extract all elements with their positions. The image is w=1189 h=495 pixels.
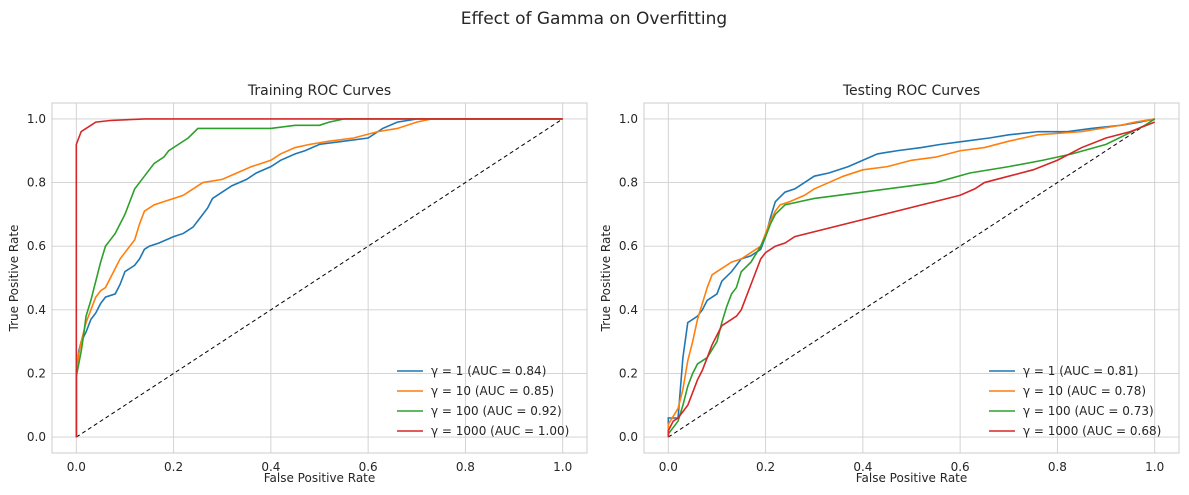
testing-x-tick-label: 1.0 — [1145, 460, 1164, 474]
testing-x-tick-label: 0.4 — [853, 460, 872, 474]
testing-legend: γ = 1 (AUC = 0.81) γ = 10 (AUC = 0.78) γ =… — [989, 364, 1161, 438]
training-x-tick-label: 0.0 — [67, 460, 86, 474]
training-y-tick-label: 0.8 — [27, 176, 46, 190]
training-plot-frame — [51, 102, 588, 454]
training-y-tick-label: 0.0 — [27, 430, 46, 444]
training-x-tick-label: 0.8 — [456, 460, 475, 474]
training-y-tick-label: 0.2 — [27, 366, 46, 380]
testing-series-line-2 — [667, 118, 1155, 438]
testing-x-tick-label: 0.0 — [659, 460, 678, 474]
testing-y-tick-label: 0.0 — [619, 430, 638, 444]
training-series-line-1 — [75, 118, 563, 438]
testing-chart-title: Testing ROC Curves — [842, 83, 980, 99]
testing-series-line-3 — [667, 118, 1156, 438]
testing-x-tick-label: 0.8 — [1048, 460, 1067, 474]
testing-x-tick-label: 0.2 — [756, 460, 775, 474]
training-roc-chart: Training ROC Curves False Positive Rate … — [7, 83, 588, 485]
training-x-tick-label: 0.2 — [164, 460, 183, 474]
training-y-tick-label: 1.0 — [27, 112, 46, 126]
training-y-tick-label: 0.4 — [27, 303, 46, 317]
figure-title: Effect of Gamma on Overfitting — [461, 9, 727, 29]
training-series-line-4 — [75, 118, 563, 438]
testing-y-tick-label: 0.2 — [619, 366, 638, 380]
training-legend-label-3: γ = 100 (AUC = 0.92) — [431, 404, 562, 418]
testing-plot-frame — [643, 102, 1180, 454]
training-legend-label-1: γ = 1 (AUC = 0.84) — [431, 364, 546, 378]
testing-x-tick-label: 0.6 — [951, 460, 970, 474]
training-y-axis-label: True Positive Rate — [7, 225, 21, 333]
training-y-tick-label: 0.6 — [27, 239, 46, 253]
training-series-line-3 — [75, 118, 563, 438]
training-series-line-2 — [75, 118, 563, 438]
testing-x-axis-label: False Positive Rate — [856, 471, 968, 485]
training-x-tick-label: 1.0 — [553, 460, 572, 474]
training-x-axis-label: False Positive Rate — [264, 471, 376, 485]
training-x-tick-label: 0.4 — [261, 460, 280, 474]
testing-chance-diagonal — [668, 118, 1155, 438]
testing-series-line-4 — [667, 121, 1155, 438]
testing-y-tick-label: 1.0 — [619, 112, 638, 126]
testing-legend-label-4: γ = 1000 (AUC = 0.68) — [1023, 424, 1161, 438]
training-x-tick-label: 0.6 — [359, 460, 378, 474]
training-legend-label-2: γ = 10 (AUC = 0.85) — [431, 384, 554, 398]
testing-roc-chart: Testing ROC Curves False Positive Rate T… — [599, 83, 1180, 485]
training-legend: γ = 1 (AUC = 0.84) γ = 10 (AUC = 0.85) γ =… — [397, 364, 569, 438]
testing-legend-label-2: γ = 10 (AUC = 0.78) — [1023, 384, 1146, 398]
testing-y-tick-label: 0.8 — [619, 176, 638, 190]
training-chart-title: Training ROC Curves — [247, 83, 391, 99]
testing-legend-label-1: γ = 1 (AUC = 0.81) — [1023, 364, 1138, 378]
training-legend-label-4: γ = 1000 (AUC = 1.00) — [431, 424, 569, 438]
testing-y-axis-label: True Positive Rate — [599, 225, 613, 333]
training-chance-diagonal — [76, 118, 563, 438]
testing-legend-label-3: γ = 100 (AUC = 0.73) — [1023, 404, 1154, 418]
testing-series-line-1 — [667, 118, 1155, 438]
testing-grid — [644, 103, 1179, 453]
testing-y-tick-label: 0.4 — [619, 303, 638, 317]
testing-y-tick-label: 0.6 — [619, 239, 638, 253]
